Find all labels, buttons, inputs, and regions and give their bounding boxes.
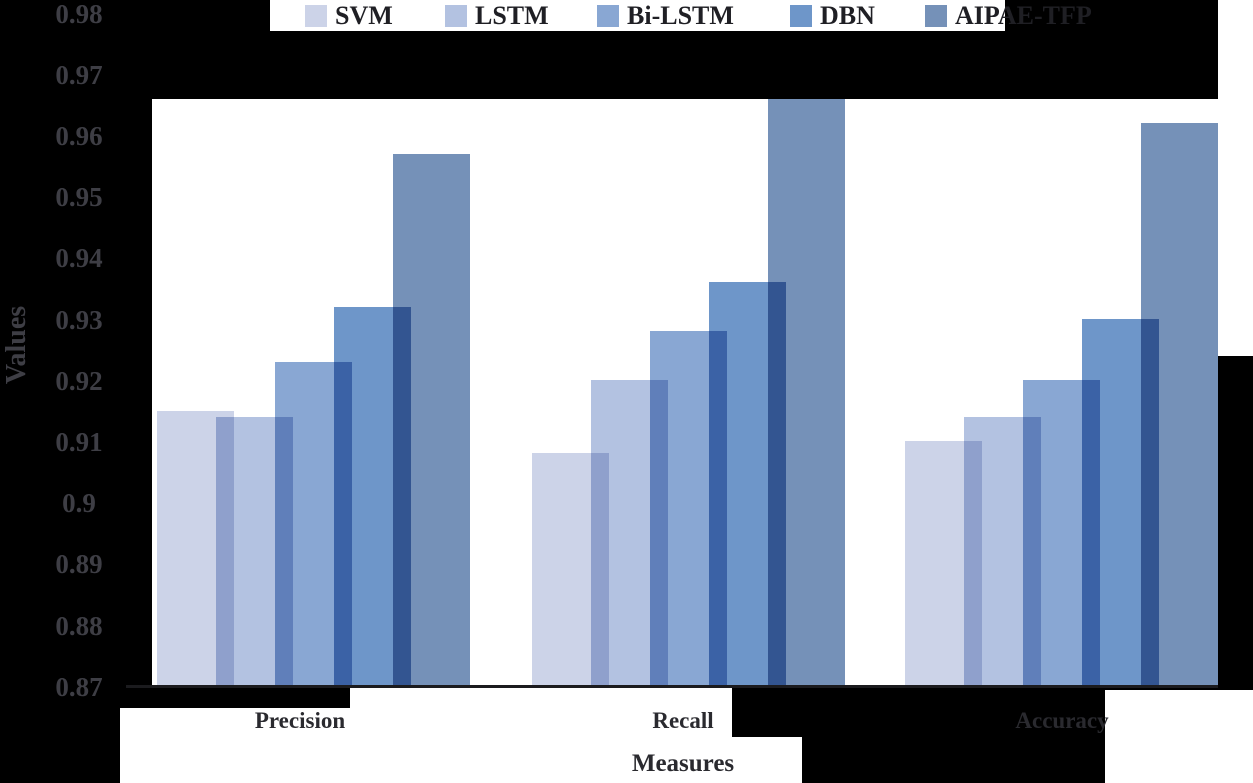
y-tick-label: 0.9 bbox=[62, 488, 96, 519]
legend-label: Bi-LSTM bbox=[627, 1, 734, 30]
bottom-right-patch bbox=[1105, 690, 1253, 783]
right-edge-patch bbox=[1218, 0, 1253, 356]
y-tick-label: 0.98 bbox=[55, 0, 103, 29]
measures-patch bbox=[580, 737, 802, 783]
bar-aipae-tfp-precision bbox=[393, 154, 470, 686]
bottom-left-patch bbox=[120, 708, 350, 783]
legend-item-svm: SVM bbox=[305, 3, 393, 29]
x-axis-line bbox=[126, 685, 1218, 688]
category-label-accuracy: Accuracy bbox=[1015, 708, 1109, 733]
y-tick-label: 0.97 bbox=[55, 59, 103, 90]
legend-swatch-svm bbox=[305, 5, 327, 27]
y-tick-label: 0.92 bbox=[55, 365, 103, 396]
category-label-precision: Precision bbox=[254, 708, 346, 733]
legend-item-lstm: LSTM bbox=[445, 3, 549, 29]
y-tick-label: 0.94 bbox=[55, 243, 103, 274]
y-tick-label: 0.96 bbox=[55, 120, 103, 151]
legend-label: SVM bbox=[335, 1, 393, 30]
plot-area bbox=[152, 99, 1218, 686]
y-axis-title: Values bbox=[1, 305, 32, 385]
bar-aipae-tfp-recall bbox=[768, 99, 845, 686]
legend-swatch-dbn bbox=[790, 5, 812, 27]
legend-label: DBN bbox=[820, 1, 875, 30]
y-tick-label: 0.93 bbox=[55, 304, 103, 335]
legend-item-aipae-tfp: AIPAE-TFP bbox=[925, 3, 1092, 29]
y-tick-label: 0.95 bbox=[55, 182, 103, 213]
legend-item-bi-lstm: Bi-LSTM bbox=[597, 3, 734, 29]
legend-swatch-aipae-tfp bbox=[925, 5, 947, 27]
legend-label: AIPAE-TFP bbox=[955, 1, 1092, 30]
y-tick-label: 0.89 bbox=[55, 549, 103, 580]
category-label-recall: Recall bbox=[652, 708, 714, 733]
legend-swatch-bi-lstm bbox=[597, 5, 619, 27]
legend-item-dbn: DBN bbox=[790, 3, 875, 29]
legend-swatch-lstm bbox=[445, 5, 467, 27]
bar-aipae-tfp-accuracy bbox=[1141, 123, 1218, 686]
x-axis-title: Measures bbox=[631, 750, 735, 777]
legend-band-patch bbox=[270, 0, 1005, 31]
y-tick-label: 0.91 bbox=[55, 426, 103, 457]
legend-label: LSTM bbox=[475, 1, 549, 30]
y-tick-label: 0.88 bbox=[55, 610, 103, 641]
y-tick-label: 0.87 bbox=[55, 671, 103, 702]
